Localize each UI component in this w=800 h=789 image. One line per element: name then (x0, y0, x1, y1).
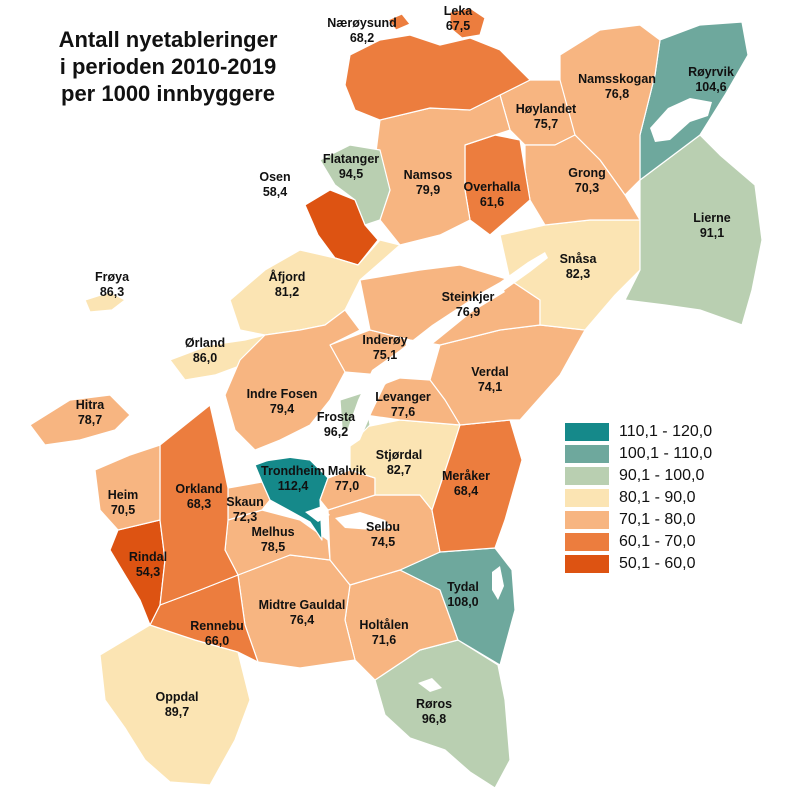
label-holtalen: Holtålen 71,6 (359, 618, 409, 647)
trondheimsfjord (230, 285, 505, 470)
label-skaun: Skaun 72,3 (226, 495, 264, 524)
legend-swatch (565, 445, 609, 463)
label-hoylandet: Høylandet 75,7 (515, 102, 577, 131)
legend-item: 110,1 - 120,0 (565, 421, 712, 443)
label-orkland: Orkland 68,3 (175, 482, 223, 511)
label-snasa: Snåsa 82,3 (559, 252, 597, 281)
label-namsos: Namsos 79,9 (403, 168, 453, 197)
legend-label: 100,1 - 110,0 (619, 445, 713, 462)
legend-swatch (565, 423, 609, 441)
region-osen[interactable] (304, 189, 379, 266)
label-lierne: Lierne 91,1 (693, 211, 731, 240)
region-orkland[interactable] (159, 404, 239, 606)
legend-swatch (565, 555, 609, 573)
legend-item: 50,1 - 60,0 (565, 553, 712, 575)
region-flatanger[interactable] (319, 144, 391, 226)
legend-label: 90,1 - 100,0 (619, 467, 705, 484)
label-grong: Grong 70,3 (568, 166, 606, 195)
region-lierne[interactable] (624, 134, 763, 326)
title-line-2: i perioden 2010-2019 (59, 54, 277, 79)
trondheim-lake (305, 506, 330, 522)
legend-item: 60,1 - 70,0 (565, 531, 712, 553)
selbusjoen-lake (335, 512, 392, 530)
legend-item: 100,1 - 110,0 (565, 443, 712, 465)
label-rindal: Rindal 54,3 (128, 550, 168, 579)
label-overhalla: Overhalla 61,6 (463, 180, 521, 209)
legend-swatch (565, 511, 609, 529)
legend-label: 70,1 - 80,0 (619, 511, 696, 528)
region-meraker[interactable] (431, 419, 523, 553)
legend-swatch (565, 489, 609, 507)
label-trondheim: Trondheim 112,4 (261, 464, 325, 493)
label-roros: Røros 96,8 (415, 697, 453, 726)
legend-item: 70,1 - 80,0 (565, 509, 712, 531)
label-frosta: Frosta 96,2 (316, 410, 356, 439)
title-line-3: per 1000 innbyggere (61, 81, 275, 106)
region-naeroysund[interactable] (344, 34, 531, 121)
tydal-lake (492, 566, 504, 600)
region-leka-islet (387, 13, 411, 31)
region-trondheim[interactable] (254, 455, 329, 541)
region-hitra[interactable] (29, 394, 131, 446)
map-legend: 110,1 - 120,0 100,1 - 110,0 90,1 - 100,0… (565, 421, 712, 575)
label-afjord: Åfjord 81,2 (268, 270, 306, 299)
label-midtregauldal: Midtre Gauldal 76,4 (258, 598, 346, 627)
label-melhus: Melhus 78,5 (251, 525, 295, 554)
roros-lake (418, 678, 442, 692)
label-meraker: Meråker 68,4 (442, 469, 490, 498)
snasavatnet-lake (468, 252, 548, 308)
label-naeroysund: Nærøysund 68,2 (327, 16, 397, 45)
label-steinkjer: Steinkjer 76,9 (441, 290, 495, 319)
legend-swatch (565, 467, 609, 485)
label-verdal: Verdal 74,1 (471, 365, 509, 394)
label-indrefosen: Indre Fosen 79,4 (246, 387, 318, 416)
label-tydal: Tydal 108,0 (447, 580, 479, 609)
region-froya[interactable] (84, 291, 126, 313)
label-malvik: Malvik 77,0 (327, 464, 367, 493)
region-heim[interactable] (94, 444, 161, 531)
label-osen: Osen 58,4 (259, 170, 291, 199)
water-layer (230, 98, 712, 692)
label-levanger: Levanger 77,6 (375, 390, 431, 419)
label-stjordal: Stjørdal 82,7 (375, 448, 423, 477)
label-namsskogan: Namsskogan 76,8 (578, 72, 656, 101)
legend-item: 80,1 - 90,0 (565, 487, 712, 509)
royrvik-lake (650, 98, 712, 142)
legend-item: 90,1 - 100,0 (565, 465, 712, 487)
label-oppdal: Oppdal 89,7 (155, 690, 199, 719)
region-levanger[interactable] (364, 377, 461, 426)
legend-label: 80,1 - 90,0 (619, 489, 696, 506)
label-hitra: Hitra 78,7 (75, 398, 105, 427)
region-indrefosen[interactable] (224, 309, 361, 451)
label-flatanger: Flatanger 94,5 (322, 152, 380, 181)
label-royrvik: Røyrvik 104,6 (688, 65, 734, 94)
legend-label: 50,1 - 60,0 (619, 555, 696, 572)
legend-label: 60,1 - 70,0 (619, 533, 696, 550)
label-froya: Frøya 86,3 (94, 270, 130, 299)
label-inderoy: Inderøy 75,1 (362, 333, 408, 362)
legend-label: 110,1 - 120,0 (619, 423, 713, 440)
label-leka: Leka 67,5 (443, 4, 473, 33)
title-line-1: Antall nyetableringer (58, 27, 278, 52)
label-selbu: Selbu 74,5 (365, 520, 401, 549)
legend-swatch (565, 533, 609, 551)
label-heim: Heim 70,5 (107, 488, 139, 517)
region-leka[interactable] (449, 7, 486, 39)
label-rennebu: Rennebu 66,0 (190, 619, 244, 648)
map-title: Antall nyetableringer i perioden 2010-20… (28, 26, 308, 107)
label-orland: Ørland 86,0 (184, 336, 226, 365)
